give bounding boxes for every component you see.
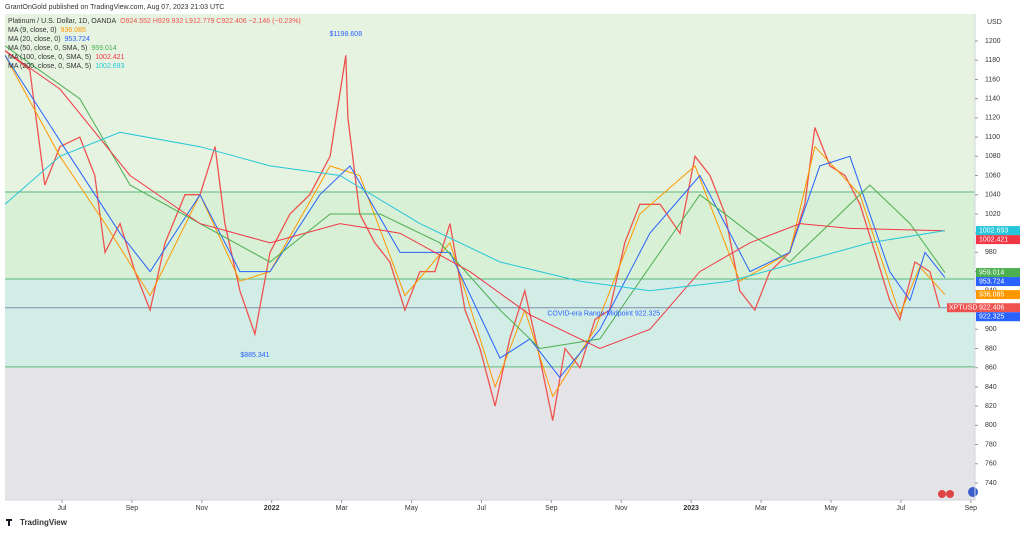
y-tick-label: 1060: [985, 172, 1001, 179]
price-tag: [976, 268, 1020, 278]
legend-name: MA (9, close, 0): [8, 27, 57, 34]
price-tag-label: 959.014: [979, 269, 1004, 276]
price-tag-label: 1002.421: [979, 236, 1008, 243]
annotation: $885.341: [240, 352, 269, 359]
x-tick-label: Jul: [58, 505, 67, 512]
legend-name: MA (20, close, 0): [8, 36, 61, 43]
legend-name: MA (100, close, 0, SMA, 5): [8, 54, 91, 61]
symbol-tag: [947, 303, 976, 313]
legend-value: 953.724: [65, 36, 90, 43]
zone: [5, 279, 975, 367]
legend-ohlc: O924.552 H929.932 L912.779 C922.406 −2.1…: [120, 18, 301, 25]
y-tick-label: 1040: [985, 192, 1001, 199]
y-tick-label: 780: [985, 441, 997, 448]
price-tag-label: 922.406: [979, 305, 1004, 312]
y-tick-label: 840: [985, 384, 997, 391]
y-tick-label: 820: [985, 403, 997, 410]
price-tag: [976, 277, 1020, 287]
x-tick-label: Sep: [545, 505, 558, 512]
price-tag-label: 922.325: [979, 314, 1004, 321]
publisher: GrantOnGold published on TradingView.com…: [5, 4, 224, 11]
flag-icon: [946, 490, 954, 498]
legend-title: Platinum / U.S. Dollar, 1D, OANDA: [8, 18, 116, 25]
flag-icon: [938, 490, 946, 498]
x-tick-label: May: [405, 505, 419, 512]
annotation: $1198.608: [330, 31, 363, 38]
y-tick-label: 1200: [985, 38, 1001, 45]
price-tag: [976, 312, 1020, 322]
flag-icon: [968, 487, 978, 497]
y-tick-label: 860: [985, 365, 997, 372]
footer-logo: TradingView: [20, 518, 68, 527]
x-tick-label: 2022: [264, 505, 280, 512]
legend-value: 959.014: [91, 45, 116, 52]
zone: [5, 191, 975, 280]
price-tag: [976, 303, 1020, 313]
x-tick-label: Nov: [196, 505, 209, 512]
zone: [5, 14, 975, 192]
x-tick-label: May: [824, 505, 838, 512]
legend-value: 1002.421: [95, 54, 124, 61]
legend-name: MA (50, close, 0, SMA, 5): [8, 45, 87, 52]
ma-line: [4, 50, 945, 350]
price-line: [4, 50, 941, 421]
legend-value: 936.085: [61, 27, 86, 34]
x-tick-label: 2023: [683, 505, 699, 512]
y-tick-label: 1160: [985, 76, 1000, 83]
ma-line: [4, 131, 945, 292]
price-tag-label: 1002.693: [979, 227, 1008, 234]
x-tick-label: Mar: [755, 505, 768, 512]
y-tick-label: 1140: [985, 95, 1000, 102]
annotation: COVID-era Range Midpoint 922.325: [547, 311, 660, 318]
y-tick-label: 900: [985, 326, 997, 333]
y-tick-label: 1080: [985, 153, 1001, 160]
y-tick-label: 1100: [985, 134, 1000, 141]
y-tick-label: 800: [985, 422, 997, 429]
ma-line: [4, 55, 946, 398]
logo-icon: [6, 519, 12, 526]
legend-name: MA (200, close, 0, SMA, 5): [8, 63, 91, 70]
y-tick-label: 1120: [985, 115, 1000, 122]
price-tag: [976, 235, 1020, 245]
x-tick-label: Mar: [336, 505, 349, 512]
y-tick-label: 1020: [985, 211, 1001, 218]
x-tick-label: Jul: [896, 505, 905, 512]
y-axis-label: USD: [987, 19, 1002, 26]
price-tag: [976, 290, 1020, 300]
x-tick-label: Sep: [965, 505, 978, 512]
x-tick-label: Sep: [126, 505, 139, 512]
y-tick-label: 980: [985, 249, 997, 256]
y-tick-label: 740: [985, 480, 997, 487]
plot-area: COVID-era Range Midpoint 922.325 $1198.60…: [4, 14, 975, 500]
x-tick-label: Jul: [477, 505, 486, 512]
symbol-tag-label: XPTUSD: [949, 305, 977, 312]
legend-value: 1002.693: [95, 63, 124, 70]
price-tag: [976, 226, 1020, 236]
y-tick-label: 760: [985, 461, 997, 468]
y-tick-label: 1180: [985, 57, 1000, 64]
price-tag-label: 953.724: [979, 278, 1004, 285]
y-tick-label: 880: [985, 345, 997, 352]
x-tick-label: Nov: [615, 505, 628, 512]
price-tag-label: 936.085: [979, 291, 1004, 298]
